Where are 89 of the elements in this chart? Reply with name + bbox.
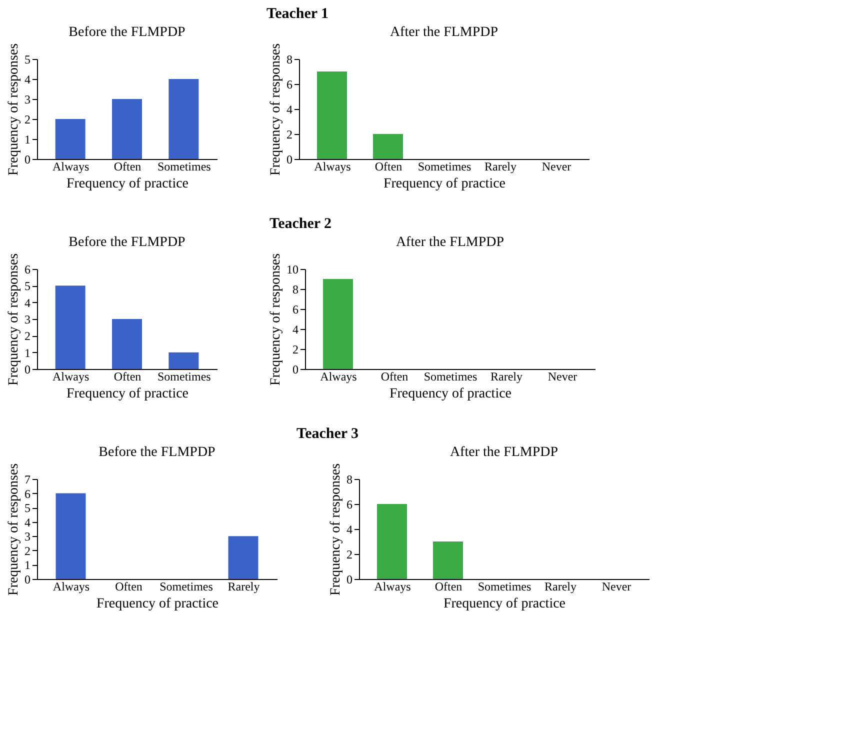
bar <box>112 99 142 159</box>
y-tick-label: 0 <box>346 572 352 586</box>
y-tick-label: 2 <box>24 329 30 344</box>
x-tick-label: Sometimes <box>160 580 214 594</box>
x-tick-label: Often <box>114 370 142 384</box>
x-tick-label: Sometimes <box>157 370 212 384</box>
y-tick-label: 1 <box>24 558 30 572</box>
x-axis-title: Frequency of practice <box>443 596 566 612</box>
x-tick-label: Sometimes <box>418 160 472 174</box>
y-tick-label: 0 <box>292 362 298 376</box>
y-tick-label: 3 <box>24 92 30 106</box>
bar <box>55 286 86 369</box>
y-tick-label: 5 <box>24 52 30 66</box>
y-tick-label: 6 <box>346 498 352 512</box>
y-tick-label: 6 <box>24 486 30 501</box>
y-tick-label: 8 <box>292 282 298 296</box>
y-tick-label: 8 <box>346 472 352 486</box>
y-tick-label: 0 <box>24 572 30 586</box>
x-tick-label: Never <box>602 580 632 594</box>
x-tick-label: Always <box>52 370 90 384</box>
x-tick-label: Sometimes <box>478 580 532 594</box>
chart-title: After the FLMPDP <box>390 24 498 40</box>
bar <box>168 352 199 369</box>
x-axis-title: Frequency of practice <box>66 176 189 192</box>
x-tick-label: Never <box>542 160 572 174</box>
y-axis-title: Frequency of responses <box>6 253 22 386</box>
y-tick-label: 4 <box>346 522 352 536</box>
y-tick-label: 0 <box>24 152 30 166</box>
text: Teacher 3 <box>296 426 359 442</box>
y-tick-label: 4 <box>24 515 30 530</box>
y-tick-label: 6 <box>24 262 30 276</box>
x-tick-label: Sometimes <box>157 160 212 174</box>
y-tick-label: 2 <box>346 548 352 562</box>
text: Teacher 1 <box>266 6 329 22</box>
chart-title: After the FLMPDP <box>450 444 558 460</box>
y-tick-label: 8 <box>286 52 292 66</box>
x-tick-label: Often <box>380 370 408 384</box>
y-tick-label: 4 <box>24 72 30 86</box>
y-tick-label: 6 <box>292 302 298 316</box>
x-tick-label: Rarely <box>544 580 576 594</box>
text: Teacher 2 <box>269 216 332 232</box>
chart-title: Before the FLMPDP <box>98 444 216 460</box>
bar <box>168 79 199 159</box>
y-axis-title: Frequency of responses <box>328 463 344 596</box>
y-tick-label: 2 <box>24 544 30 558</box>
chart-title: Before the FLMPDP <box>68 24 186 40</box>
y-tick-label: 4 <box>286 102 292 116</box>
y-tick-label: 2 <box>292 342 298 356</box>
x-tick-label: Rarely <box>484 160 516 174</box>
x-tick-label: Always <box>374 580 412 594</box>
y-tick-label: 0 <box>286 152 292 166</box>
y-tick-label: 10 <box>286 262 298 276</box>
y-axis-title: Frequency of responses <box>6 463 22 596</box>
x-axis-title: Frequency of practice <box>66 386 189 402</box>
y-tick-label: 3 <box>24 312 30 326</box>
y-axis-title: Frequency of responses <box>268 253 284 386</box>
x-tick-label: Always <box>52 580 90 594</box>
x-tick-label: Often <box>374 160 402 174</box>
chart-title: After the FLMPDP <box>396 234 504 250</box>
y-tick-label: 1 <box>24 132 30 146</box>
x-tick-label: Always <box>52 160 90 174</box>
y-axis-title: Frequency of responses <box>6 43 22 176</box>
x-axis-title: Frequency of practice <box>389 386 512 402</box>
y-tick-label: 2 <box>286 128 292 142</box>
x-tick-label: Always <box>320 370 358 384</box>
x-tick-label: Always <box>314 160 352 174</box>
x-axis-title: Frequency of practice <box>96 596 219 612</box>
x-tick-label: Often <box>115 580 142 594</box>
bar <box>55 119 86 159</box>
y-tick-label: 4 <box>292 322 298 336</box>
y-tick-label: 4 <box>24 296 30 310</box>
y-tick-label: 2 <box>24 112 30 126</box>
x-tick-label: Rarely <box>228 580 260 594</box>
x-tick-label: Never <box>548 370 578 384</box>
x-tick-label: Often <box>434 580 462 594</box>
bar <box>112 319 142 369</box>
y-tick-label: 7 <box>24 472 30 486</box>
x-tick-label: Often <box>114 160 142 174</box>
x-tick-label: Sometimes <box>424 370 478 384</box>
y-tick-label: 6 <box>286 78 292 92</box>
y-tick-label: 1 <box>24 346 30 360</box>
x-axis-title: Frequency of practice <box>383 176 506 192</box>
y-tick-label: 5 <box>24 279 30 294</box>
chart-title: Before the FLMPDP <box>68 234 186 250</box>
x-tick-label: Rarely <box>490 370 522 384</box>
y-tick-label: 3 <box>24 530 30 544</box>
y-tick-label: 0 <box>24 362 30 376</box>
y-tick-label: 5 <box>24 501 30 516</box>
y-axis-title: Frequency of responses <box>268 43 284 176</box>
